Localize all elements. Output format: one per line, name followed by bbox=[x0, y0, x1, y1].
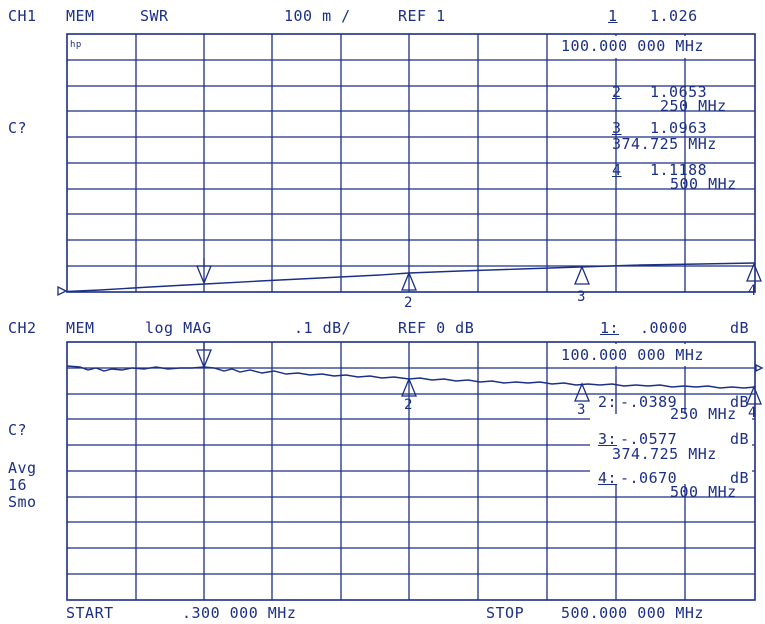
ch1-marker-label-2: 2 bbox=[404, 295, 413, 311]
ch1-marker-3 bbox=[574, 265, 590, 285]
ch2-avg-value: 16 bbox=[8, 476, 28, 494]
ch1-marker-label-3: 3 bbox=[577, 289, 586, 305]
ch1-marker-1 bbox=[196, 258, 212, 285]
ch2-marker-4 bbox=[746, 385, 762, 405]
ch1-marker-2 bbox=[401, 271, 417, 291]
ch2-frame bbox=[66, 341, 756, 601]
ch2-marker3-value: -.0577 bbox=[620, 430, 678, 448]
ch2-marker-label-2: 2 bbox=[404, 397, 413, 413]
ch1-marker4-freq: 500 MHz bbox=[670, 175, 737, 193]
ch1-marker2-value: 1.0653 bbox=[650, 83, 708, 101]
start-label: START bbox=[66, 604, 114, 622]
ch1-marker2-freq: 250 MHz bbox=[660, 97, 727, 115]
ch2-marker-3 bbox=[574, 382, 590, 402]
ch1-marker3-value: 1.0963 bbox=[650, 119, 708, 137]
ch1-marker4-value: 1.1188 bbox=[650, 161, 708, 179]
ch2-marker2-freq: 250 MHz bbox=[670, 405, 737, 423]
ch2-avg-label: Avg bbox=[8, 459, 37, 477]
ch2-smoothing-label: Smo bbox=[8, 493, 37, 511]
ch1-mem-label: MEM bbox=[66, 7, 95, 25]
ch1-reference-pointer bbox=[57, 285, 68, 297]
ch1-marker2-number: 2 bbox=[612, 83, 622, 101]
ch2-marker3-number: 3: bbox=[598, 430, 618, 448]
ch2-marker2-number: 2: bbox=[598, 393, 618, 411]
ch2-marker-box bbox=[590, 414, 752, 484]
ch2-marker4-unit: dB bbox=[730, 469, 750, 487]
ch1-ref-label: REF 1 bbox=[398, 7, 446, 25]
ch2-active-marker-unit: dB bbox=[730, 319, 750, 337]
ch2-marker3-freq: 374.725 MHz bbox=[612, 445, 717, 463]
ch2-marker-label-4: 4 bbox=[748, 405, 757, 421]
ch1-active-marker-number: 1 bbox=[608, 7, 618, 25]
stop-label: STOP bbox=[486, 604, 525, 622]
ch1-grid bbox=[67, 34, 755, 292]
ch1-format-label: SWR bbox=[140, 7, 169, 25]
ch1-marker3-number: 3 bbox=[612, 119, 622, 137]
ch2-trace bbox=[66, 365, 756, 389]
ch1-trace bbox=[66, 262, 756, 293]
ch2-marker4-number: 4: bbox=[598, 469, 618, 487]
ch1-active-freq: 100.000 000 MHz bbox=[561, 37, 704, 55]
ch1-marker3-freq: 374.725 MHz bbox=[612, 135, 717, 153]
ch2-side-label: C? bbox=[8, 421, 28, 439]
ch2-marker3-unit: dB bbox=[730, 430, 750, 448]
ch2-marker4-freq: 500 MHz bbox=[670, 483, 737, 501]
ch2-marker2-value: -.0389 bbox=[620, 393, 678, 411]
ch2-marker-1 bbox=[196, 342, 212, 369]
ch1-active-marker-value: 1.026 bbox=[650, 7, 698, 25]
start-frequency: .300 000 MHz bbox=[182, 604, 297, 622]
ch2-marker4-value: -.0670 bbox=[620, 469, 678, 487]
ch1-freq-box bbox=[549, 36, 754, 58]
ch1-marker-label-4: 4 bbox=[748, 283, 757, 299]
hp-logo: hp bbox=[70, 40, 82, 50]
ch2-freq-box bbox=[549, 344, 754, 366]
stop-frequency: 500.000 000 MHz bbox=[561, 604, 704, 622]
ch2-mem-label: MEM bbox=[66, 319, 95, 337]
ch2-reference-pointer bbox=[755, 363, 764, 373]
ch2-marker2-unit: dB bbox=[730, 393, 750, 411]
ch2-active-freq: 100.000 000 MHz bbox=[561, 346, 704, 364]
ch2-marker-label-3: 3 bbox=[577, 402, 586, 418]
ch2-active-marker-value: .0000 bbox=[640, 319, 688, 337]
ch2-active-marker-number: 1: bbox=[600, 319, 620, 337]
ch2-channel-label: CH2 bbox=[8, 319, 37, 337]
ch1-channel-label: CH1 bbox=[8, 7, 37, 25]
ch2-format-label: log MAG bbox=[145, 319, 212, 337]
ch2-marker-2 bbox=[401, 377, 417, 397]
ch1-scale-label: 100 m / bbox=[284, 7, 351, 25]
ch1-frame bbox=[66, 33, 756, 293]
ch1-marker4-number: 4 bbox=[612, 161, 622, 179]
ch2-scale-label: .1 dB/ bbox=[294, 319, 352, 337]
ch2-ref-label: REF 0 dB bbox=[398, 319, 475, 337]
ch1-side-label: C? bbox=[8, 119, 28, 137]
ch1-marker-4 bbox=[746, 262, 762, 282]
